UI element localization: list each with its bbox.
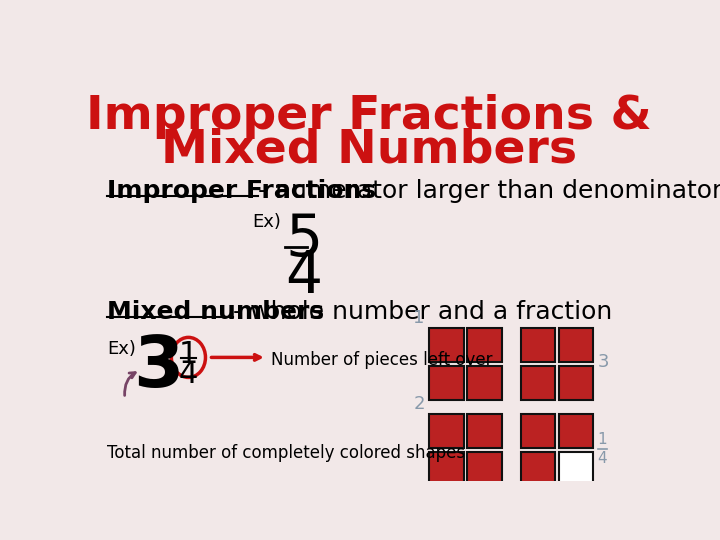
Text: Improper Fractions &: Improper Fractions & bbox=[86, 94, 652, 139]
Bar bbox=[559, 452, 593, 486]
Bar bbox=[429, 328, 464, 362]
Bar bbox=[467, 452, 502, 486]
Text: 2: 2 bbox=[413, 395, 425, 413]
Text: 5: 5 bbox=[285, 211, 323, 268]
Text: Ex): Ex) bbox=[253, 213, 282, 231]
Text: 1: 1 bbox=[179, 340, 198, 369]
Text: 4: 4 bbox=[179, 360, 198, 389]
Text: 4: 4 bbox=[285, 248, 323, 305]
Bar bbox=[521, 328, 555, 362]
Bar bbox=[467, 414, 502, 448]
Text: Improper Fractions: Improper Fractions bbox=[107, 179, 376, 202]
Bar bbox=[521, 366, 555, 400]
Text: 1: 1 bbox=[413, 308, 425, 327]
Text: 3: 3 bbox=[132, 333, 183, 402]
Text: - whole number and a fraction: - whole number and a fraction bbox=[233, 300, 612, 323]
Bar bbox=[429, 452, 464, 486]
Text: - numerator larger than denominator: - numerator larger than denominator bbox=[258, 179, 720, 202]
Bar bbox=[559, 366, 593, 400]
Bar bbox=[467, 328, 502, 362]
Bar bbox=[429, 414, 464, 448]
Text: Total number of completely colored shapes: Total number of completely colored shape… bbox=[107, 444, 465, 462]
Text: 3: 3 bbox=[598, 353, 609, 371]
Bar bbox=[521, 452, 555, 486]
Bar bbox=[559, 328, 593, 362]
Bar bbox=[429, 366, 464, 400]
Text: Mixed Numbers: Mixed Numbers bbox=[161, 128, 577, 173]
Text: 1: 1 bbox=[598, 431, 607, 447]
Text: Number of pieces left over: Number of pieces left over bbox=[271, 351, 492, 369]
Text: 4: 4 bbox=[598, 450, 607, 465]
Bar bbox=[467, 366, 502, 400]
Text: Mixed numbers: Mixed numbers bbox=[107, 300, 324, 323]
Bar bbox=[559, 414, 593, 448]
Text: Ex): Ex) bbox=[107, 340, 136, 359]
Bar bbox=[521, 414, 555, 448]
